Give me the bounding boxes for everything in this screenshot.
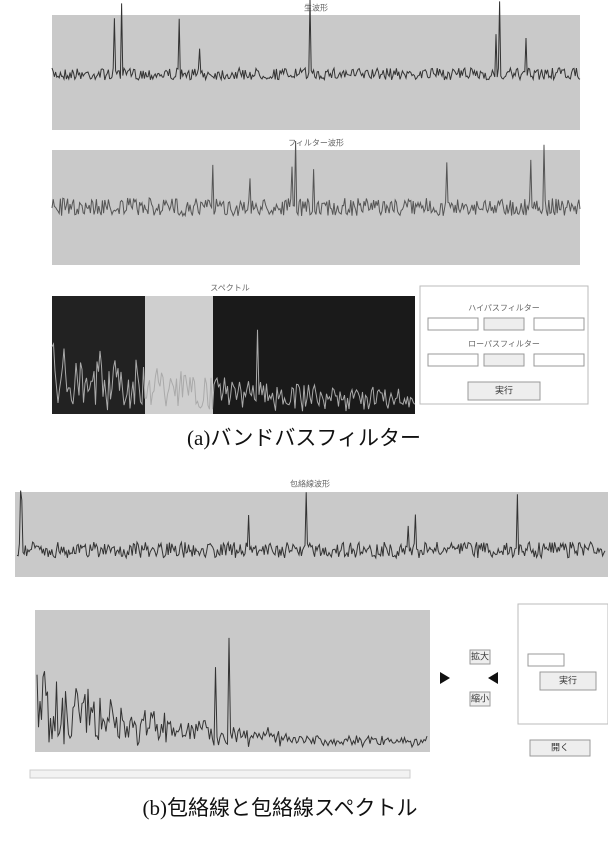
envelope-plot <box>15 492 608 577</box>
run-input[interactable] <box>528 654 564 666</box>
raw-title: 生波形 <box>304 3 328 13</box>
lowpass-unit[interactable] <box>484 354 524 366</box>
zoom-in-label: 拡大 <box>471 651 489 663</box>
lowpass-input[interactable] <box>428 354 478 366</box>
highpass-label: ハイパスフィルター <box>468 304 540 313</box>
run-button-b-label: 実行 <box>559 675 577 687</box>
filtered-plot <box>52 150 580 265</box>
run-button-a-label: 実行 <box>495 385 513 397</box>
screenshot: 生波形 フィルター波形 スペクトル ハイパスフィルター ローパスフィルター 実行… <box>0 0 608 842</box>
envelope-title: 包絡線波形 <box>290 479 330 489</box>
highpass-unit[interactable] <box>484 318 524 330</box>
zoom-out-label: 縮小 <box>471 693 489 705</box>
envelope-spectrum-plot <box>35 610 430 752</box>
highpass-order[interactable] <box>534 318 584 330</box>
caption-a: (a)バンドバスフィルター <box>187 426 421 450</box>
filtered-title: フィルター波形 <box>288 138 344 148</box>
lowpass-label: ローパスフィルター <box>468 340 540 349</box>
arrow-right[interactable] <box>440 672 450 684</box>
highpass-input[interactable] <box>428 318 478 330</box>
caption-b: (b)包絡線と包絡線スペクトル <box>142 796 417 820</box>
scroll-bar[interactable] <box>30 770 410 778</box>
arrow-left[interactable] <box>488 672 498 684</box>
open-button-label: 開く <box>551 743 569 754</box>
spectrum-title: スペクトル <box>210 284 249 293</box>
lowpass-order[interactable] <box>534 354 584 366</box>
